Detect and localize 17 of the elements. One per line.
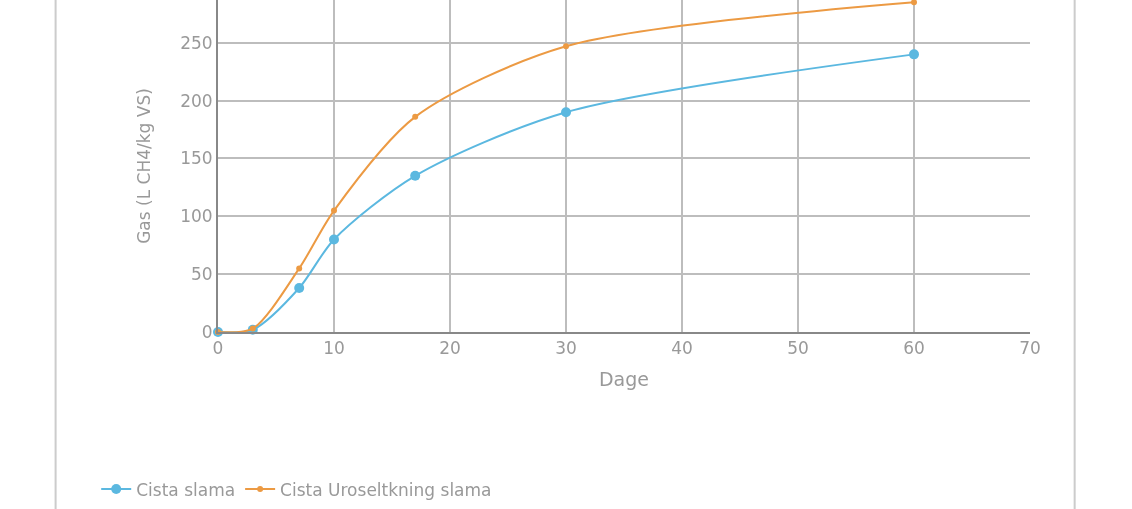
legend-label: Cista Uroseltkning slama [280,479,492,500]
y-tick-label: 150 [180,148,213,169]
x-tick-label: 10 [323,338,345,359]
y-tick-label: 100 [180,206,213,227]
legend-label: Cista slama [136,479,236,500]
x-tick-label: 20 [439,338,461,359]
x-tick-label: 50 [787,338,809,359]
y-axis-title: Gas (L CH4/kg VS) [134,88,155,244]
y-tick-label: 200 [180,90,213,111]
x-tick-label: 60 [903,338,925,359]
x-tick-label: 70 [1019,338,1041,359]
y-tick-label: 0 [201,321,213,342]
y-tick-label: 250 [180,32,213,53]
y-tick-label: 50 [190,264,213,285]
x-tick-label: 30 [555,338,577,359]
x-axis-title: Dage [598,367,650,390]
x-tick-label: 40 [671,338,693,359]
